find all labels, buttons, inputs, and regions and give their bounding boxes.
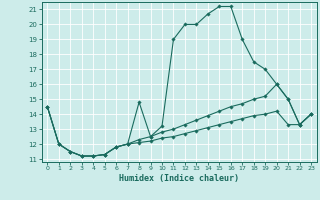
- X-axis label: Humidex (Indice chaleur): Humidex (Indice chaleur): [119, 174, 239, 183]
